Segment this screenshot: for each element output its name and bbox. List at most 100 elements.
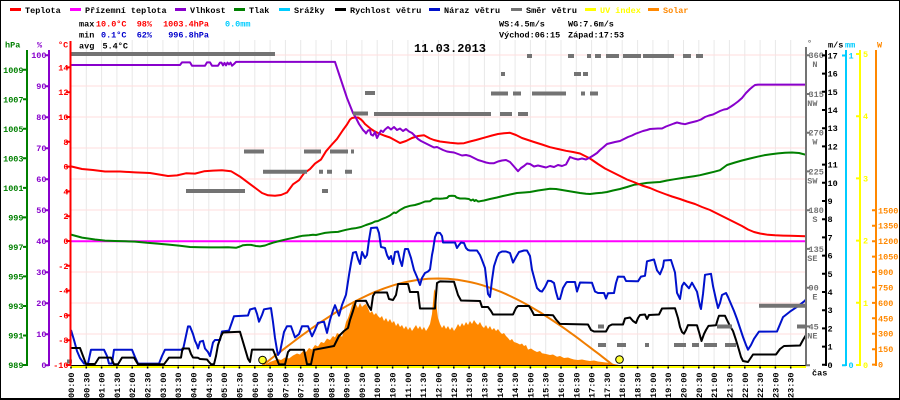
svg-text:20: 20 bbox=[36, 299, 46, 309]
svg-text:10: 10 bbox=[58, 113, 68, 123]
svg-text:45: 45 bbox=[809, 322, 819, 332]
svg-text:05:30: 05:30 bbox=[235, 372, 245, 398]
svg-text:NW: NW bbox=[807, 99, 818, 109]
svg-text:20:00: 20:00 bbox=[680, 372, 690, 398]
svg-text:8: 8 bbox=[63, 138, 68, 148]
svg-text:00:00: 00:00 bbox=[67, 372, 77, 398]
svg-text:21:00: 21:00 bbox=[710, 372, 720, 398]
svg-text:0.1°C: 0.1°C bbox=[101, 31, 127, 41]
svg-text:max: max bbox=[79, 20, 94, 30]
svg-text:13:30: 13:30 bbox=[480, 372, 490, 398]
svg-text:0: 0 bbox=[849, 361, 854, 371]
svg-text:02:00: 02:00 bbox=[128, 372, 138, 398]
svg-text:996.8hPa: 996.8hPa bbox=[168, 31, 209, 41]
svg-text:17: 17 bbox=[828, 51, 838, 61]
svg-text:100: 100 bbox=[31, 51, 46, 61]
svg-text:9: 9 bbox=[828, 197, 833, 207]
svg-text:-10: -10 bbox=[53, 361, 68, 371]
svg-text:21:30: 21:30 bbox=[725, 372, 735, 398]
svg-text:Solar: Solar bbox=[663, 6, 689, 16]
svg-text:4: 4 bbox=[863, 112, 868, 122]
svg-text:2: 2 bbox=[63, 212, 68, 222]
svg-text:900: 900 bbox=[878, 268, 893, 278]
svg-text:11:00: 11:00 bbox=[404, 372, 414, 398]
svg-text:03:00: 03:00 bbox=[159, 372, 169, 398]
svg-text:17:00: 17:00 bbox=[588, 372, 598, 398]
svg-text:14: 14 bbox=[828, 106, 838, 116]
svg-text:6: 6 bbox=[828, 252, 833, 262]
svg-text:10:30: 10:30 bbox=[389, 372, 399, 398]
svg-text:02:30: 02:30 bbox=[144, 372, 154, 398]
svg-text:995: 995 bbox=[8, 272, 23, 282]
svg-text:135: 135 bbox=[809, 245, 824, 255]
svg-text:19:30: 19:30 bbox=[664, 372, 674, 398]
svg-text:4: 4 bbox=[63, 187, 68, 197]
svg-text:360: 360 bbox=[809, 51, 824, 61]
svg-text:2: 2 bbox=[863, 237, 868, 247]
svg-text:50: 50 bbox=[36, 206, 46, 216]
svg-text:1005: 1005 bbox=[3, 125, 23, 135]
svg-text:10.0°C: 10.0°C bbox=[96, 20, 127, 30]
svg-text:11: 11 bbox=[828, 161, 838, 171]
svg-text:12: 12 bbox=[58, 88, 68, 98]
svg-text:-4: -4 bbox=[58, 287, 68, 297]
svg-text:60: 60 bbox=[36, 175, 46, 185]
svg-text:09:30: 09:30 bbox=[358, 372, 368, 398]
svg-text:6: 6 bbox=[63, 163, 68, 173]
svg-text:1200: 1200 bbox=[878, 237, 898, 247]
svg-text:mm: mm bbox=[845, 41, 855, 51]
svg-text:315: 315 bbox=[809, 90, 824, 100]
svg-text:-6: -6 bbox=[58, 311, 68, 321]
svg-text:1500: 1500 bbox=[878, 206, 898, 216]
svg-text:16:30: 16:30 bbox=[572, 372, 582, 398]
svg-text:SW: SW bbox=[807, 176, 818, 186]
svg-text:Vlhkost: Vlhkost bbox=[190, 6, 226, 16]
svg-text:1: 1 bbox=[863, 299, 868, 309]
svg-text:04:00: 04:00 bbox=[190, 372, 200, 398]
svg-text:4: 4 bbox=[828, 288, 833, 298]
svg-text:300: 300 bbox=[878, 330, 893, 340]
svg-text:04:30: 04:30 bbox=[205, 372, 215, 398]
svg-text:0: 0 bbox=[863, 361, 868, 371]
svg-text:1001: 1001 bbox=[3, 184, 23, 194]
svg-text:11:30: 11:30 bbox=[419, 372, 429, 398]
svg-text:-8: -8 bbox=[58, 336, 68, 346]
svg-text:600: 600 bbox=[878, 299, 893, 309]
svg-text:07:00: 07:00 bbox=[281, 372, 291, 398]
svg-text:01:30: 01:30 bbox=[113, 372, 123, 398]
svg-text:8: 8 bbox=[828, 215, 833, 225]
svg-text:90: 90 bbox=[36, 82, 46, 92]
svg-text:150: 150 bbox=[878, 345, 893, 355]
svg-text:Srážky: Srážky bbox=[294, 6, 325, 16]
svg-text:01:00: 01:00 bbox=[98, 372, 108, 398]
svg-text:NE: NE bbox=[807, 331, 817, 341]
svg-text:0: 0 bbox=[878, 361, 883, 371]
svg-text:997: 997 bbox=[8, 243, 23, 253]
svg-text:0.0mm: 0.0mm bbox=[225, 20, 251, 30]
svg-text:14:00: 14:00 bbox=[496, 372, 506, 398]
svg-text:12:00: 12:00 bbox=[435, 372, 445, 398]
svg-text:15:00: 15:00 bbox=[526, 372, 536, 398]
svg-text:1007: 1007 bbox=[3, 95, 23, 105]
svg-text:00:30: 00:30 bbox=[82, 372, 92, 398]
svg-text:Západ:17:53: Západ:17:53 bbox=[568, 31, 624, 41]
svg-text:5: 5 bbox=[863, 50, 868, 60]
svg-text:15:30: 15:30 bbox=[542, 372, 552, 398]
svg-text:UV index: UV index bbox=[600, 6, 641, 16]
svg-text:avg: avg bbox=[79, 42, 94, 52]
svg-text:08:30: 08:30 bbox=[327, 372, 337, 398]
svg-text:hPa: hPa bbox=[5, 41, 20, 51]
svg-text:13: 13 bbox=[828, 124, 838, 134]
svg-text:07:30: 07:30 bbox=[297, 372, 307, 398]
svg-text:3: 3 bbox=[828, 306, 833, 316]
svg-text:98%: 98% bbox=[137, 20, 153, 30]
svg-text:0: 0 bbox=[63, 237, 68, 247]
svg-text:W: W bbox=[812, 138, 818, 148]
svg-text:05:00: 05:00 bbox=[220, 372, 230, 398]
svg-text:16: 16 bbox=[828, 70, 838, 80]
svg-text:18:30: 18:30 bbox=[634, 372, 644, 398]
svg-text:WS:4.5m/s: WS:4.5m/s bbox=[499, 20, 545, 30]
svg-text:1350: 1350 bbox=[878, 222, 898, 232]
svg-text:80: 80 bbox=[36, 113, 46, 123]
svg-text:19:00: 19:00 bbox=[649, 372, 659, 398]
